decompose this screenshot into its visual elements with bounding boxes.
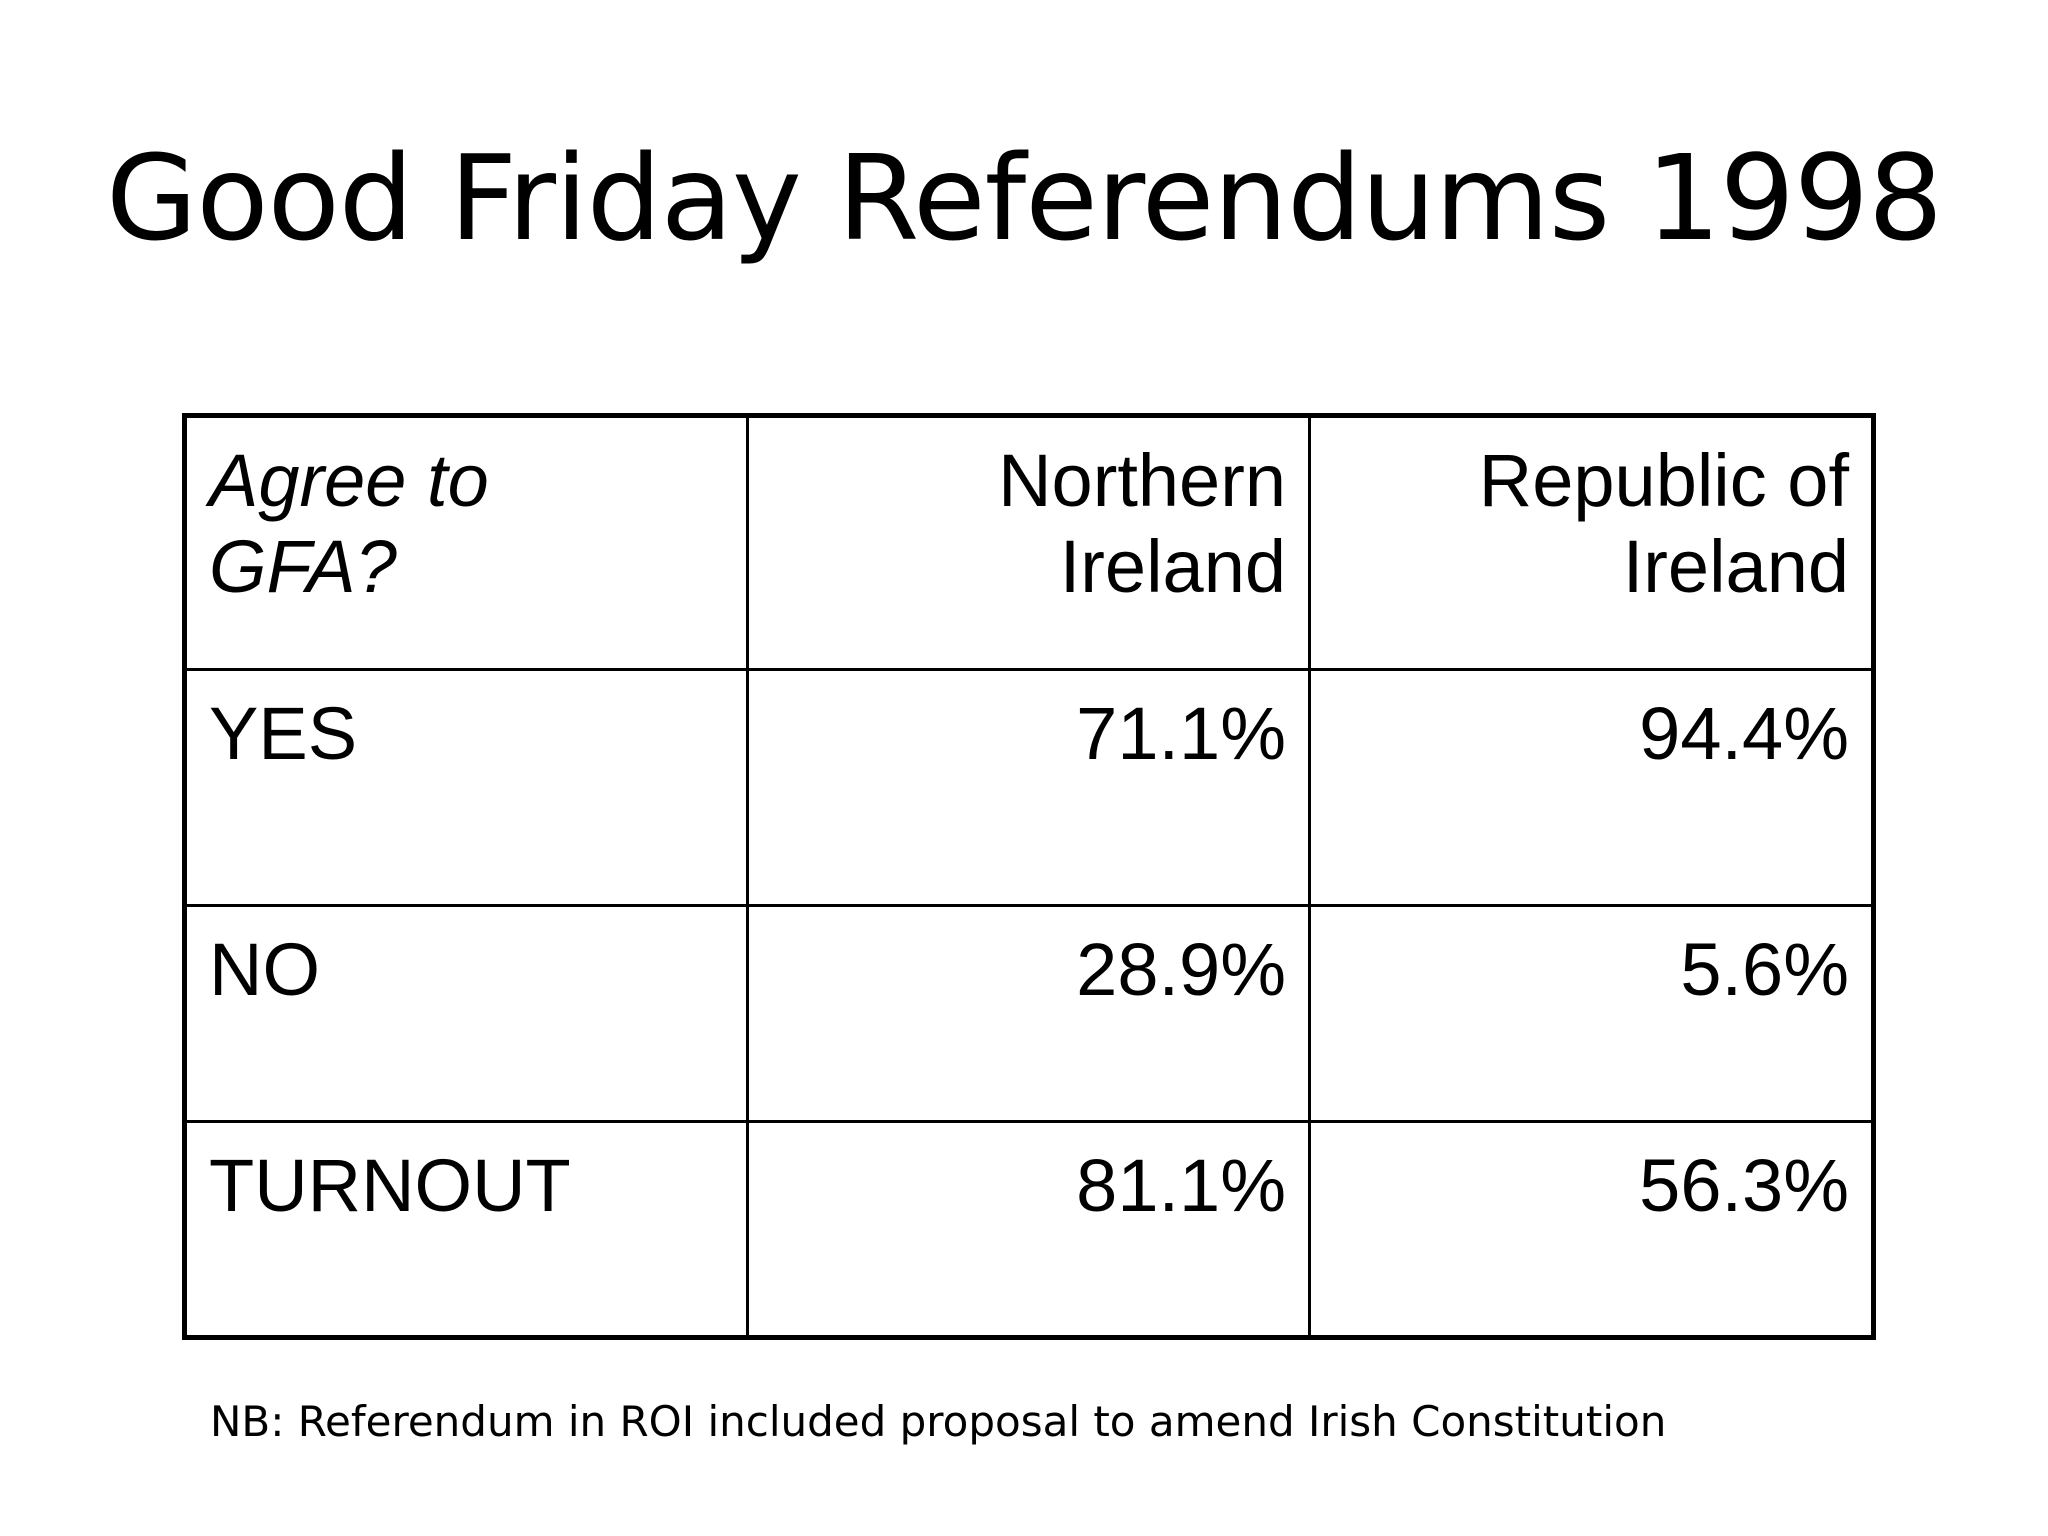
table-row-yes: YES 71.1% 94.4%	[183, 668, 1875, 907]
table-row-turnout: TURNOUT 81.1% 56.3%	[183, 1120, 1875, 1339]
turnout-northern-ireland-value: 81.1%	[746, 1120, 1311, 1339]
slide-title: Good Friday Referendums 1998	[105, 129, 1943, 267]
row-label-no: NO	[183, 904, 749, 1123]
header-republic-of-ireland-line-1: Republic of	[1478, 439, 1849, 522]
header-question-line-1: Agree to	[209, 439, 489, 522]
header-northern-ireland-line-2: Ireland	[1059, 525, 1286, 608]
no-republic-of-ireland-value: 5.6%	[1308, 904, 1875, 1123]
header-republic-of-ireland-line-2: Ireland	[1622, 525, 1849, 608]
table-header-row: Agree to GFA? Northern Ireland Republic …	[183, 414, 1875, 671]
row-label-turnout: TURNOUT	[183, 1120, 749, 1339]
referendum-results-table: Agree to GFA? Northern Ireland Republic …	[182, 413, 1876, 1340]
header-question-line-2: GFA?	[209, 525, 397, 608]
yes-northern-ireland-value: 71.1%	[746, 668, 1311, 907]
turnout-republic-of-ireland-value: 56.3%	[1308, 1120, 1875, 1339]
row-label-yes: YES	[183, 668, 749, 907]
no-northern-ireland-value: 28.9%	[746, 904, 1311, 1123]
header-republic-of-ireland: Republic of Ireland	[1308, 414, 1875, 671]
yes-republic-of-ireland-value: 94.4%	[1308, 668, 1875, 907]
header-northern-ireland-line-1: Northern	[998, 439, 1286, 522]
header-question: Agree to GFA?	[183, 414, 749, 671]
table-row-no: NO 28.9% 5.6%	[183, 904, 1875, 1123]
footnote: NB: Referendum in ROI included proposal …	[210, 1397, 1667, 1446]
header-northern-ireland: Northern Ireland	[746, 414, 1311, 671]
